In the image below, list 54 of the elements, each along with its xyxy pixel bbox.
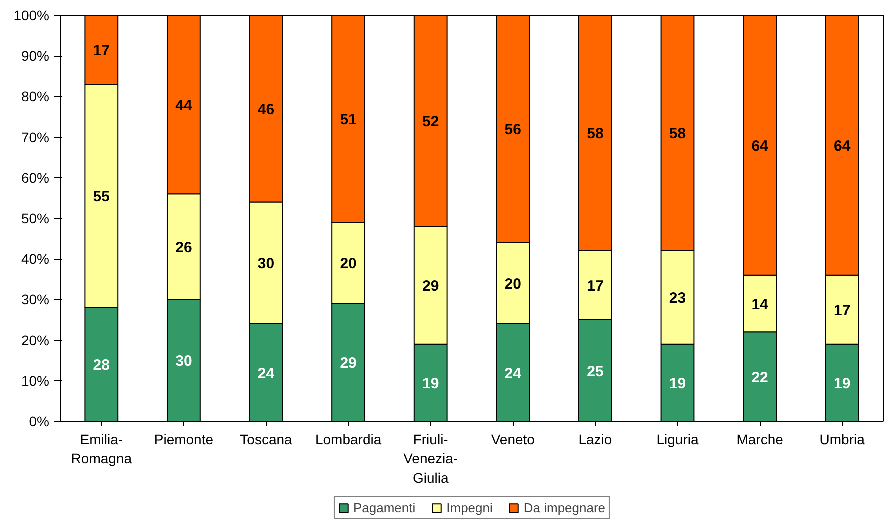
- data-label: 52: [422, 114, 440, 131]
- y-tick-label: 60%: [21, 170, 50, 186]
- x-tick-label: Emilia-Romagna: [71, 432, 132, 467]
- y-tick-label: 20%: [21, 332, 50, 348]
- y-tick-label: 10%: [21, 372, 50, 389]
- y-tick-label: 80%: [21, 88, 50, 105]
- data-label: 56: [504, 122, 522, 139]
- data-label: 19: [422, 375, 440, 392]
- data-label: 64: [834, 138, 852, 155]
- data-label: 30: [258, 256, 275, 273]
- data-label: 55: [93, 188, 110, 206]
- legend-label: Impegni: [446, 500, 493, 516]
- data-label: 58: [669, 126, 686, 143]
- x-tick-label: Toscana: [240, 432, 293, 448]
- data-label: 24: [504, 365, 522, 382]
- data-label: 23: [669, 290, 686, 308]
- data-label: 22: [752, 369, 768, 386]
- y-tick-label: 70%: [21, 129, 50, 146]
- data-label: 46: [258, 101, 275, 118]
- y-tick-label: 90%: [21, 48, 50, 64]
- y-tick-label: 50%: [21, 210, 50, 226]
- x-tick-label: Lombardia: [315, 432, 382, 448]
- data-label: 51: [340, 112, 357, 129]
- data-label: 19: [669, 375, 686, 392]
- data-label: 26: [176, 239, 192, 256]
- data-label: 19: [834, 375, 851, 392]
- data-label: 58: [587, 126, 604, 143]
- data-label: 17: [93, 42, 110, 60]
- data-label: 14: [752, 296, 770, 314]
- data-label: 24: [258, 365, 276, 382]
- data-label: 25: [587, 363, 604, 380]
- legend-label: Da impegnare: [524, 500, 606, 516]
- data-label: 44: [176, 97, 193, 114]
- legend-label: Pagamenti: [353, 500, 416, 516]
- x-tick-label: Piemonte: [154, 432, 214, 448]
- data-label: 20: [340, 256, 357, 273]
- x-tick-label: Friuli-Venezia-Giulia: [404, 432, 458, 486]
- y-tick-label: 100%: [14, 8, 50, 24]
- data-label: 29: [340, 355, 357, 372]
- data-label: 28: [93, 357, 110, 374]
- x-tick-label: Lazio: [578, 432, 612, 448]
- data-label: 64: [752, 138, 770, 155]
- x-tick-label: Umbria: [820, 432, 866, 448]
- data-label: 20: [504, 276, 522, 293]
- data-label: 30: [176, 353, 192, 370]
- data-label: 29: [422, 278, 440, 295]
- y-tick-label: 0%: [29, 414, 50, 430]
- y-tick-label: 30%: [21, 292, 50, 308]
- y-tick-label: 40%: [21, 251, 50, 268]
- data-label: 17: [834, 302, 851, 320]
- x-tick-label: Veneto: [491, 432, 536, 448]
- data-label: 17: [587, 278, 604, 295]
- x-tick-label: Marche: [736, 432, 784, 448]
- x-tick-label: Liguria: [656, 432, 699, 448]
